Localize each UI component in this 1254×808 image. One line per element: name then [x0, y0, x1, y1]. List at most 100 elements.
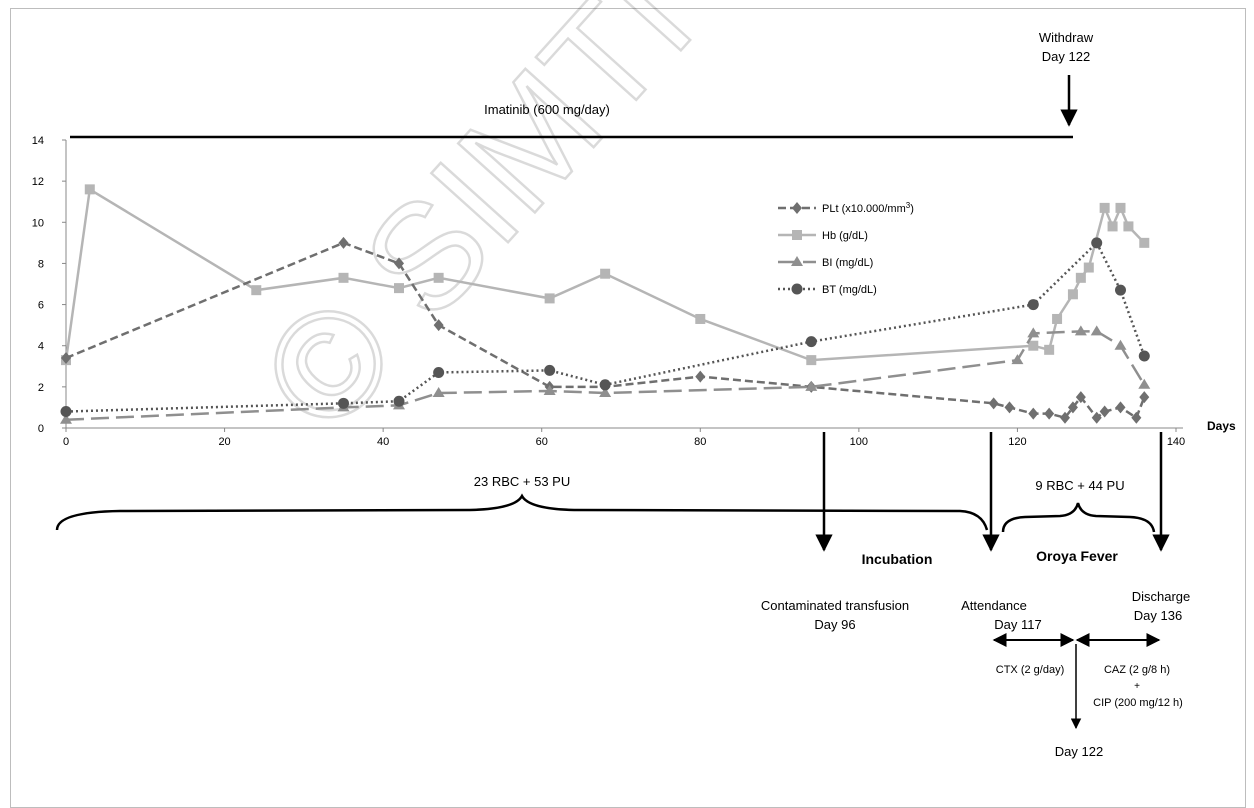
treatment-timeline: CTX (2 g/day) CAZ (2 g/8 h) + CIP (200 m… [992, 633, 1183, 759]
data-point [543, 384, 556, 395]
y-tick-label: 14 [32, 135, 44, 147]
legend-label: PLt (x10.000/mm3) [822, 201, 914, 216]
data-point [1075, 272, 1086, 283]
y-ticks: 0 2 4 6 8 10 12 14 [32, 135, 66, 435]
series-layer [60, 184, 1151, 424]
data-point [1044, 344, 1055, 355]
y-tick-label: 12 [32, 176, 44, 188]
day122-bottom-label: Day 122 [1055, 744, 1103, 759]
x-tick-label: 100 [850, 436, 868, 448]
cip-label: CIP (200 mg/12 h) [1093, 697, 1183, 709]
data-point [433, 319, 444, 332]
withdraw-label-line1: Withdraw [1039, 30, 1094, 45]
data-point [1044, 407, 1055, 420]
x-tick-label: 20 [218, 436, 230, 448]
withdraw-label-line2: Day 122 [1042, 49, 1090, 64]
data-point [1028, 407, 1039, 420]
data-point [600, 268, 611, 279]
data-point [84, 184, 95, 195]
data-point [394, 283, 404, 294]
data-point [695, 370, 706, 383]
data-point [251, 285, 262, 296]
legend-entry: Hb (g/dL) [778, 230, 868, 242]
data-point [805, 380, 818, 391]
data-point [394, 257, 404, 270]
legend: PLt (x10.000/mm3) Hb (g/dL) BI (mg/dL) BT (… [778, 201, 914, 296]
attendance-label-line2: Day 117 [994, 617, 1041, 632]
data-point [988, 397, 999, 410]
data-point [806, 355, 817, 366]
data-point [433, 366, 445, 378]
data-point [1083, 262, 1094, 273]
data-point [338, 272, 349, 283]
series-0 [61, 236, 1150, 424]
y-tick-label: 10 [32, 217, 44, 229]
x-tick-label: 0 [63, 436, 69, 448]
data-point [1138, 350, 1150, 362]
data-point [1067, 401, 1078, 414]
x-tick-label: 60 [536, 436, 548, 448]
x-tick-label: 80 [694, 436, 706, 448]
contaminated-label-line1: Contaminated transfusion [761, 598, 909, 613]
legend-label: BT (mg/dL) [822, 284, 877, 296]
figure-root: © SIMTI Servizi 0 2 4 6 8 10 12 14 0 20 40 60 80 100… [10, 0, 1246, 808]
data-point [60, 413, 72, 424]
data-point [1052, 313, 1063, 324]
data-point [1067, 289, 1078, 300]
data-point [1138, 378, 1151, 389]
discharge-label-line1: Discharge [1132, 589, 1191, 604]
axes: 0 2 4 6 8 10 12 14 0 20 40 60 80 100 120 140 Days [32, 135, 1236, 448]
data-point [1131, 411, 1142, 424]
data-point [1074, 325, 1087, 336]
legend-label: Hb (g/dL) [822, 230, 868, 242]
legend-swatch-marker [792, 230, 802, 240]
data-point [1115, 401, 1126, 414]
y-tick-label: 6 [38, 300, 44, 312]
data-point [1091, 411, 1102, 424]
plus-label: + [1134, 681, 1140, 692]
x-tick-label: 140 [1167, 436, 1185, 448]
data-point [1090, 325, 1103, 336]
brace-left-label: 23 RBC + 53 PU [474, 474, 570, 489]
data-point [1139, 237, 1150, 248]
data-point [60, 406, 72, 418]
data-point [1115, 202, 1126, 213]
data-point [1099, 405, 1110, 418]
data-point [544, 364, 556, 376]
data-point [544, 293, 555, 304]
data-point [1060, 411, 1070, 424]
event-arrows [815, 432, 1170, 552]
data-point [1011, 354, 1024, 365]
legend-swatch-marker [791, 256, 803, 266]
data-point [432, 387, 445, 398]
series-3 [60, 237, 1150, 418]
legend-entry: PLt (x10.000/mm3) [778, 201, 914, 216]
discharge-label-line2: Day 136 [1134, 608, 1182, 623]
brace-left: 23 RBC + 53 PU [55, 474, 989, 531]
data-point [1004, 401, 1015, 414]
data-point [1027, 327, 1040, 338]
withdraw-annotation: Withdraw Day 122 [1039, 30, 1094, 127]
x-axis-label: Days [1207, 419, 1236, 433]
legend-entry: BT (mg/dL) [778, 283, 877, 296]
series-1 [61, 184, 1150, 366]
data-point [1115, 284, 1126, 296]
legend-swatch-marker [792, 202, 802, 214]
oroya-fever-label: Oroya Fever [1036, 548, 1118, 564]
data-point [695, 313, 706, 324]
x-ticks: 0 20 40 60 80 100 120 140 [63, 428, 1185, 448]
data-point [1091, 237, 1103, 249]
series-line [65, 241, 1146, 420]
y-tick-label: 8 [38, 258, 44, 270]
imatinib-annotation: Imatinib (600 mg/day) [70, 102, 1073, 139]
data-point [599, 387, 612, 398]
data-point [1027, 299, 1039, 311]
attendance-label-line1: Attendance [961, 598, 1027, 613]
data-point [1099, 202, 1110, 213]
data-point [599, 379, 611, 391]
data-point [338, 236, 349, 249]
data-point [61, 352, 71, 365]
x-tick-label: 120 [1008, 436, 1026, 448]
data-point [1139, 391, 1150, 404]
